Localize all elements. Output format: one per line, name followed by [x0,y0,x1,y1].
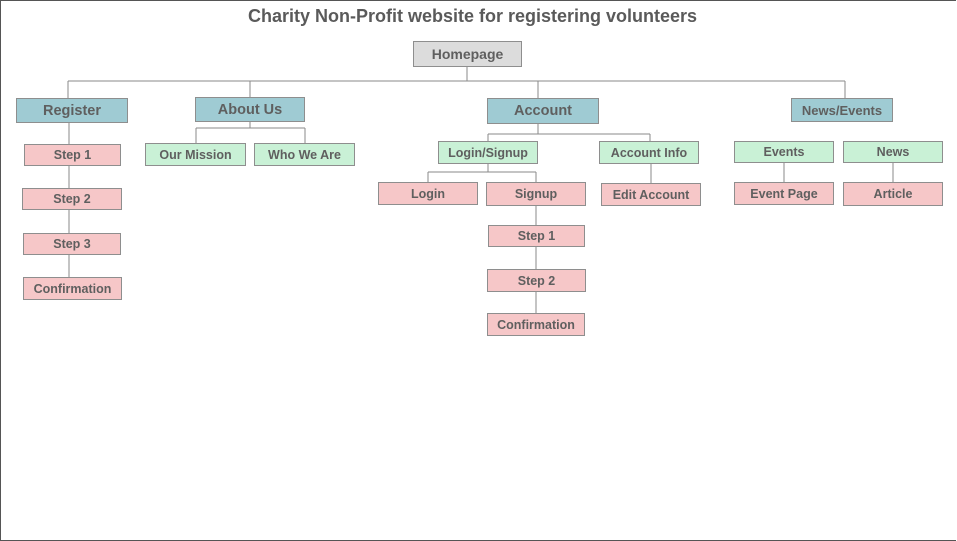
node-register-step-1: Step 1 [24,144,121,166]
node-register-step-3: Step 3 [23,233,121,255]
node-register: Register [16,98,128,123]
node-register-confirmation: Confirmation [23,277,122,300]
node-account: Account [487,98,599,124]
node-news-events: News/Events [791,98,893,122]
node-signup-confirmation: Confirmation [487,313,585,336]
node-signup-step-2: Step 2 [487,269,586,292]
node-login-signup: Login/Signup [438,141,538,164]
node-account-info: Account Info [599,141,699,164]
node-who-we-are: Who We Are [254,143,355,166]
node-event-page: Event Page [734,182,834,205]
node-register-step-2: Step 2 [22,188,122,210]
node-signup: Signup [486,182,586,206]
node-news: News [843,141,943,163]
node-signup-step-1: Step 1 [488,225,585,247]
diagram-title: Charity Non-Profit website for registeri… [247,6,698,26]
node-homepage: Homepage [413,41,522,67]
node-article: Article [843,182,943,206]
node-edit-account: Edit Account [601,183,701,206]
node-our-mission: Our Mission [145,143,246,166]
node-login: Login [378,182,478,205]
node-about-us: About Us [195,97,305,122]
node-events: Events [734,141,834,163]
